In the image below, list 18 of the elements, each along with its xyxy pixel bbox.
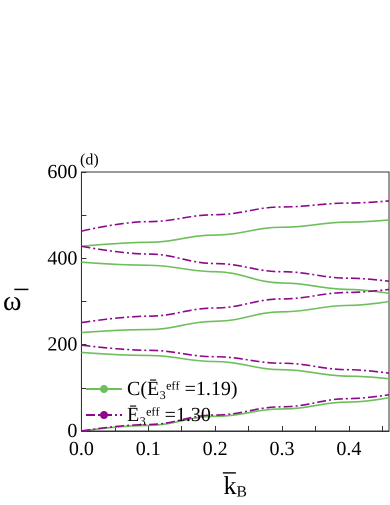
y-tick-label: 600 xyxy=(47,161,78,183)
x-tick-label: 0.4 xyxy=(336,438,362,460)
text: (d) xyxy=(80,152,99,168)
line-series xyxy=(80,245,390,282)
line-series xyxy=(80,261,390,294)
y-tick-label: 200 xyxy=(47,334,78,356)
legend-label: C(Ē₃ᵉᶠᶠ =1.19) xyxy=(127,378,238,400)
x-tick-label: 0.2 xyxy=(202,438,228,460)
line-series xyxy=(80,219,390,248)
y-axis-title: ω̅ xyxy=(2,286,30,317)
line-series xyxy=(80,300,390,334)
y-tick-label: 400 xyxy=(47,247,78,270)
x-tick-label: 0.1 xyxy=(136,438,161,460)
line-series xyxy=(80,352,390,380)
line-series xyxy=(80,344,390,374)
line-series xyxy=(80,200,390,232)
line-series xyxy=(80,288,390,324)
x-tick-label: 0.3 xyxy=(270,438,295,460)
